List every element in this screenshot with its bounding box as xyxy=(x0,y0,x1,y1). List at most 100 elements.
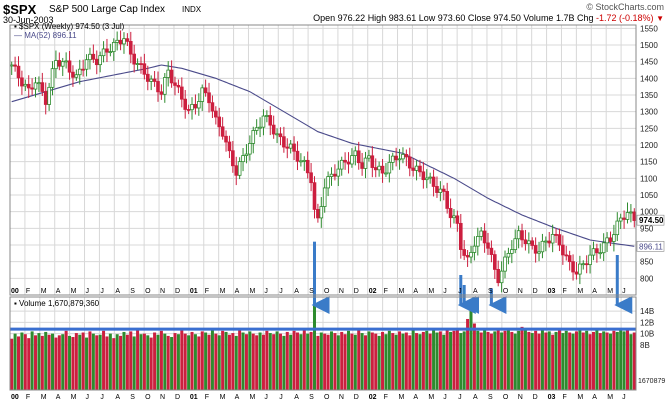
candle-body xyxy=(186,109,191,111)
candle-body xyxy=(346,161,351,165)
volume-bar xyxy=(23,334,27,390)
candle-body xyxy=(397,158,402,161)
volume-bar xyxy=(122,331,126,390)
x-tick-label: A xyxy=(294,288,299,295)
volume-bar xyxy=(398,331,402,390)
candle-body xyxy=(142,63,147,75)
candle-body xyxy=(469,252,473,258)
candle-body xyxy=(513,238,518,251)
price-tick-label: 1250 xyxy=(640,124,658,133)
volume-bar xyxy=(622,331,626,390)
x-tick-label: D xyxy=(533,394,538,400)
candle-body xyxy=(173,82,177,86)
volume-bar xyxy=(289,334,293,390)
x-tick-label: O xyxy=(145,394,151,400)
candle-body xyxy=(81,68,85,71)
volume-bar xyxy=(615,331,619,390)
x-tick-label: A xyxy=(473,394,478,400)
candle-body xyxy=(214,110,218,118)
volume-bar xyxy=(44,331,48,390)
volume-bar xyxy=(568,332,572,390)
candle-body xyxy=(475,236,480,247)
candle-body xyxy=(445,191,449,209)
x-tick-label: M xyxy=(577,394,583,400)
candle-body xyxy=(241,155,245,163)
candle-body xyxy=(530,240,535,246)
volume-bar xyxy=(527,331,531,390)
volume-bar xyxy=(272,334,276,390)
volume-bar xyxy=(183,333,187,390)
candle-body xyxy=(584,263,589,266)
volume-bar xyxy=(537,333,541,390)
volume-bar xyxy=(265,330,269,390)
x-tick-label: J xyxy=(279,394,283,400)
price-panel-frame xyxy=(9,24,637,296)
volume-bar xyxy=(119,335,123,390)
volume-bar xyxy=(629,334,633,390)
x-tick-label: M xyxy=(220,394,226,400)
volume-bar xyxy=(418,334,422,390)
volume-bar xyxy=(510,331,514,390)
candle-body xyxy=(135,63,140,65)
candle-body xyxy=(384,172,388,175)
candle-body xyxy=(339,159,344,170)
volume-bar xyxy=(595,330,599,390)
symbol-title: $SPX xyxy=(3,2,37,17)
volume-bar xyxy=(612,330,616,390)
volume-bar xyxy=(54,337,58,390)
candle-body xyxy=(20,77,24,87)
volume-bar xyxy=(234,335,238,390)
volume-bar xyxy=(503,330,507,390)
volume-bar xyxy=(367,331,371,390)
candle-body xyxy=(71,71,75,78)
candle-body xyxy=(33,82,38,90)
candle-body xyxy=(302,159,307,162)
x-tick-label: N xyxy=(160,394,165,400)
candle-body xyxy=(94,58,99,66)
x-tick-label: M xyxy=(249,288,255,295)
ma52-line xyxy=(11,64,635,247)
x-tick-label: J xyxy=(443,394,447,400)
legends: ▪ $SPX (Weekly) 974.50 (3 Jul)— MA(52) 8… xyxy=(14,22,125,308)
candle-body xyxy=(37,82,41,85)
candle-body xyxy=(414,165,419,171)
candle-body xyxy=(254,127,259,131)
volume-bar xyxy=(30,331,34,390)
price-tick-label: 1550 xyxy=(640,24,658,33)
volume-bar xyxy=(312,300,316,390)
volume-bar xyxy=(85,337,89,390)
candle-body xyxy=(581,263,586,266)
volume-bar xyxy=(364,335,368,390)
volume-tick-label: 8B xyxy=(640,341,650,350)
volume-bar xyxy=(571,333,575,390)
ma-value-tag xyxy=(636,240,665,252)
x-tick-label: M xyxy=(428,394,434,400)
volume-bar xyxy=(486,331,490,390)
candle-body xyxy=(139,63,143,65)
volume-bar xyxy=(469,306,473,390)
open-label: Open xyxy=(313,13,336,23)
candle-body xyxy=(162,77,167,95)
volume-bar xyxy=(170,337,174,390)
price-tick-label: 1500 xyxy=(640,41,658,50)
x-tick-label: A xyxy=(235,394,240,400)
candle-body xyxy=(503,256,507,272)
x-tick-label: D xyxy=(533,288,538,295)
candle-body xyxy=(499,270,504,284)
candle-body xyxy=(622,217,626,220)
candle-body xyxy=(30,87,34,90)
candle-body xyxy=(615,220,620,236)
x-tick-label: S xyxy=(309,394,314,400)
candle-body xyxy=(438,188,443,193)
volume-bar xyxy=(197,336,201,390)
candle-body xyxy=(118,39,123,45)
symbol-description: S&P 500 Large Cap Index xyxy=(49,4,166,15)
price-tick-label: 950 xyxy=(640,224,654,233)
candle-body xyxy=(520,230,524,241)
candle-body xyxy=(465,255,470,258)
candle-body xyxy=(180,86,184,100)
candle-body xyxy=(612,234,616,242)
candle-body xyxy=(285,146,290,149)
price-tick-label: 1350 xyxy=(640,91,658,100)
volume-bar xyxy=(173,333,177,390)
